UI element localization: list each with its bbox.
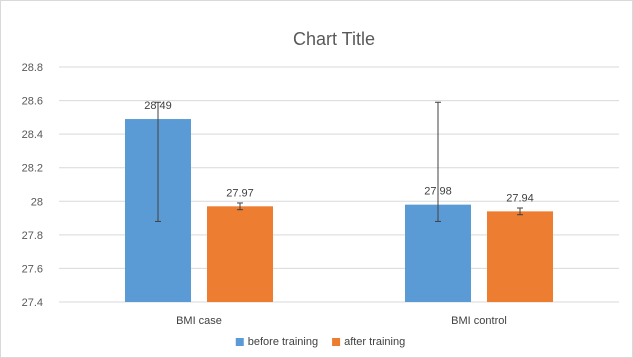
legend-swatch (235, 338, 244, 346)
x-category-label: BMI case (176, 315, 222, 327)
error-bars (155, 101, 523, 222)
data-label: 27.98 (424, 186, 452, 198)
bar (487, 211, 553, 302)
y-tick-label: 27.6 (22, 263, 43, 275)
y-tick-label: 28.2 (22, 163, 43, 175)
bar (207, 206, 273, 302)
x-category-label: BMI control (451, 315, 507, 327)
y-tick-label: 28 (31, 196, 43, 208)
y-axis-ticks: 27.4 27.6 27.8 28 28.2 28.4 28.6 28.8 (22, 62, 43, 309)
legend-label: after training (344, 336, 405, 348)
y-tick-label: 28.4 (22, 129, 43, 141)
data-labels: 28.49 27.97 27.98 27.94 (144, 100, 534, 204)
y-tick-label: 28.8 (22, 62, 43, 74)
data-label: 28.49 (144, 100, 172, 112)
legend-swatch (332, 338, 341, 346)
chart-title: Chart Title (293, 29, 375, 49)
data-label: 27.97 (226, 187, 254, 199)
y-tick-label: 27.8 (22, 230, 43, 242)
legend: before training after training (235, 336, 405, 348)
y-tick-label: 28.6 (22, 96, 43, 108)
x-axis-categories: BMI case BMI control (176, 315, 507, 327)
bars (125, 119, 553, 303)
legend-label: before training (248, 336, 318, 348)
y-tick-label: 27.4 (22, 297, 43, 309)
data-label: 27.94 (506, 192, 534, 204)
